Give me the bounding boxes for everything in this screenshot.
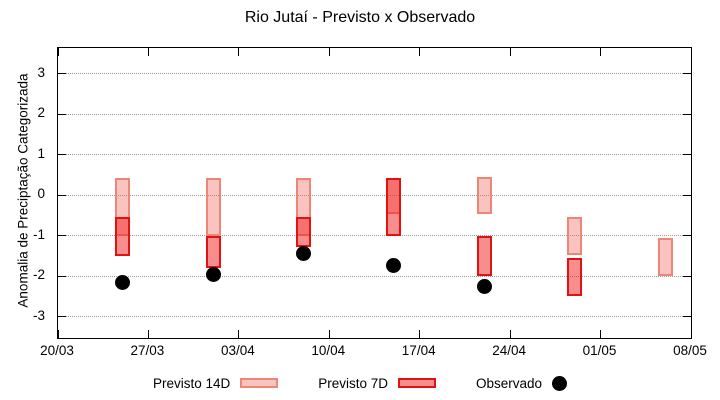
forecast-box-7d <box>205 235 221 268</box>
y-axis-tick <box>58 316 66 318</box>
y-axis-tick <box>683 113 691 115</box>
y-axis-tick <box>58 194 66 196</box>
observed-point <box>115 274 131 290</box>
y-tick-label: 0 <box>37 186 45 202</box>
y-axis-tick <box>683 194 691 196</box>
x-axis-tick <box>509 330 511 338</box>
y-axis-tick <box>58 73 66 75</box>
x-axis-tick <box>419 330 421 338</box>
x-axis-tick <box>509 48 511 56</box>
y-axis-tick <box>683 235 691 237</box>
legend-item: Previsto 14D <box>152 375 279 391</box>
y-axis-tick <box>58 154 66 156</box>
x-axis-tick <box>600 48 602 56</box>
x-axis-tick <box>328 330 330 338</box>
forecast-box-7d <box>115 216 131 256</box>
x-axis-tick <box>600 330 602 338</box>
legend-label: Previsto 14D <box>152 375 231 391</box>
legend-swatch-7d <box>398 378 437 388</box>
x-tick-label: 10/04 <box>311 343 346 358</box>
forecast-box-14d <box>205 178 221 236</box>
x-tick-label: 27/03 <box>130 343 165 358</box>
gridline <box>58 113 691 115</box>
observed-point <box>386 258 402 274</box>
x-axis-tick <box>690 330 692 338</box>
x-axis-tick <box>238 330 240 338</box>
x-axis-tick <box>238 48 240 56</box>
y-tick-label: 3 <box>37 64 45 80</box>
y-axis-tick <box>58 275 66 277</box>
gridline <box>58 73 691 75</box>
y-axis-tick <box>58 235 66 237</box>
y-tick-label: -1 <box>32 226 45 242</box>
y-axis-tick <box>683 73 691 75</box>
forecast-box-7d <box>476 236 492 277</box>
observed-point <box>295 246 311 262</box>
legend-label: Observado <box>476 375 543 391</box>
x-tick-label: 01/05 <box>582 343 617 358</box>
x-axis-tick <box>690 48 692 56</box>
forecast-box-14d <box>476 177 492 215</box>
x-axis-tick <box>57 330 59 338</box>
y-axis-tick <box>683 316 691 318</box>
legend-label: Previsto 7D <box>318 375 389 391</box>
gridline <box>58 154 691 156</box>
legend-swatch-14d <box>240 378 279 388</box>
gridline <box>58 235 691 237</box>
x-tick-label: 24/04 <box>492 343 527 358</box>
observed-point <box>205 266 221 282</box>
y-tick-label: -3 <box>32 307 45 323</box>
x-axis-tick <box>147 48 149 56</box>
x-tick-label: 20/03 <box>40 343 74 358</box>
x-tick-label: 17/04 <box>401 343 436 358</box>
x-tick-label: 03/04 <box>220 343 255 358</box>
x-axis-tick <box>147 330 149 338</box>
forecast-box-7d <box>567 257 583 297</box>
legend-dot-observado <box>552 375 568 391</box>
plot-area <box>57 47 692 339</box>
y-tick-label: -2 <box>32 267 45 283</box>
gridline <box>58 275 691 277</box>
y-tick-label: 2 <box>37 105 45 121</box>
forecast-box-7d <box>295 216 311 247</box>
legend-item: Previsto 7D <box>318 375 437 391</box>
y-axis-tick <box>683 275 691 277</box>
chart-title: Rio Jutaí - Previsto x Observado <box>244 9 476 26</box>
y-tick-label: 1 <box>37 145 45 161</box>
x-axis-tick <box>419 48 421 56</box>
x-axis-tick <box>57 48 59 56</box>
observed-point <box>476 278 492 294</box>
legend-item: Observado <box>476 375 568 391</box>
forecast-box-14d <box>567 216 583 255</box>
legend: Previsto 14D Previsto 7D Observado <box>0 368 720 398</box>
x-axis-tick <box>328 48 330 56</box>
y-axis-tick <box>683 154 691 156</box>
gridline <box>58 316 691 318</box>
gridline <box>58 194 691 196</box>
x-tick-label: 08/05 <box>673 343 707 358</box>
forecast-box-14d <box>657 237 673 277</box>
forecast-box-7d <box>386 178 402 237</box>
y-axis-tick <box>58 113 66 115</box>
